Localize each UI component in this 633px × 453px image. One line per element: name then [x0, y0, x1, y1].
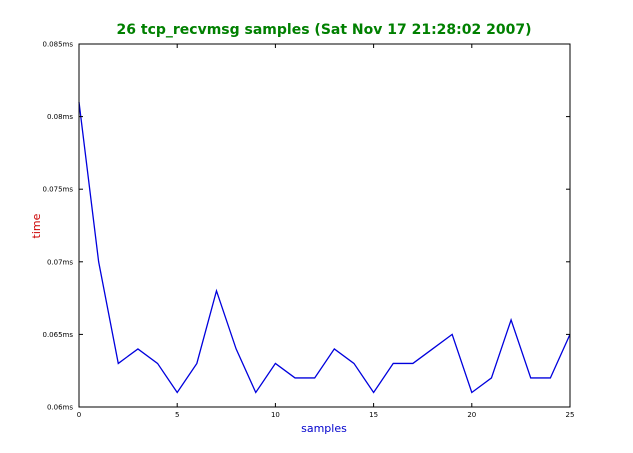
y-tick-label: 0.085ms — [42, 41, 73, 49]
x-tick-label: 5 — [175, 411, 179, 419]
series-line — [78, 102, 571, 394]
y-tick-label: 0.07ms — [47, 258, 73, 266]
y-tick-label: 0.08ms — [47, 113, 73, 121]
x-tick-label: 25 — [566, 411, 575, 419]
x-tick-label: 10 — [271, 411, 280, 419]
plot-area: 0 5 10 15 20 25 0.06ms 0.065ms 0.07ms 0.075ms 0.08… — [42, 41, 574, 420]
x-tick-label: 20 — [467, 411, 476, 419]
x-tick-label: 0 — [77, 411, 81, 419]
y-tick-label: 0.065ms — [42, 331, 73, 339]
y-axis-label: time — [30, 213, 43, 238]
plot-frame — [78, 43, 571, 408]
x-tick-label: 15 — [369, 411, 378, 419]
chart-title: 26 tcp_recvmsg samples (Sat Nov 17 21:28… — [117, 22, 532, 38]
y-tick-label: 0.075ms — [42, 186, 73, 194]
y-tick-label: 0.06ms — [47, 404, 73, 412]
x-axis-label: samples — [301, 422, 347, 435]
